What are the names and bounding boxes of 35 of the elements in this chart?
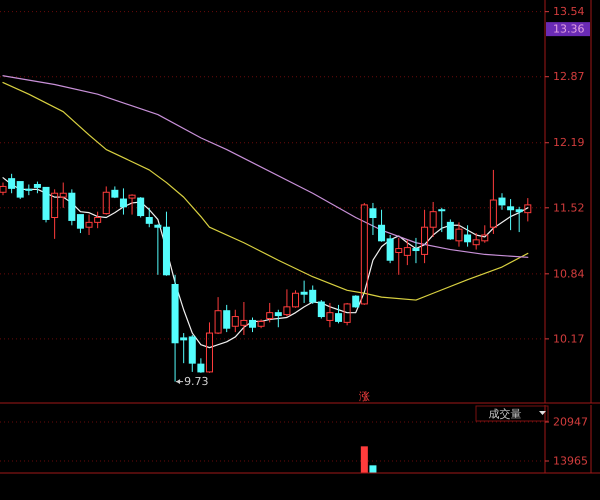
annotation: 涨 — [358, 390, 370, 403]
y-tick-label: 10.84 — [553, 267, 584, 280]
y-tick-label: 13965 — [553, 454, 588, 468]
y-tick-label: 10.17 — [553, 332, 584, 346]
y-tick-label: 12.87 — [553, 70, 584, 84]
y-tick-label: 12.19 — [553, 136, 584, 150]
candlestick — [438, 207, 446, 233]
candlestick — [146, 207, 153, 228]
candlestick — [25, 184, 32, 196]
candlestick — [120, 188, 127, 216]
candlestick — [524, 198, 532, 222]
candlestick — [352, 294, 360, 308]
candlestick — [111, 186, 118, 199]
y-tick-label: 11.52 — [553, 201, 584, 214]
candlestick — [412, 237, 420, 264]
line-series — [2, 82, 528, 301]
chart-title: 成交量 — [488, 408, 522, 420]
candlestick — [335, 304, 342, 324]
candlestick — [223, 304, 230, 333]
candlestick — [274, 309, 282, 328]
candlestick — [137, 196, 144, 218]
candlestick — [464, 224, 472, 248]
annotation: 9.73 — [184, 375, 209, 388]
candlestick — [490, 169, 497, 235]
candlestick — [498, 192, 506, 210]
candlestick — [318, 300, 325, 319]
candlestick — [197, 358, 204, 374]
ref-line-label: 13.36 — [553, 22, 584, 36]
candlestick — [369, 202, 376, 236]
y-tick-label: 13.54 — [553, 5, 584, 18]
candlestick — [472, 232, 480, 250]
candlestick — [446, 218, 454, 240]
y-tick-label: 20947 — [553, 416, 588, 428]
candlestick — [248, 317, 256, 333]
line-series — [2, 75, 528, 258]
